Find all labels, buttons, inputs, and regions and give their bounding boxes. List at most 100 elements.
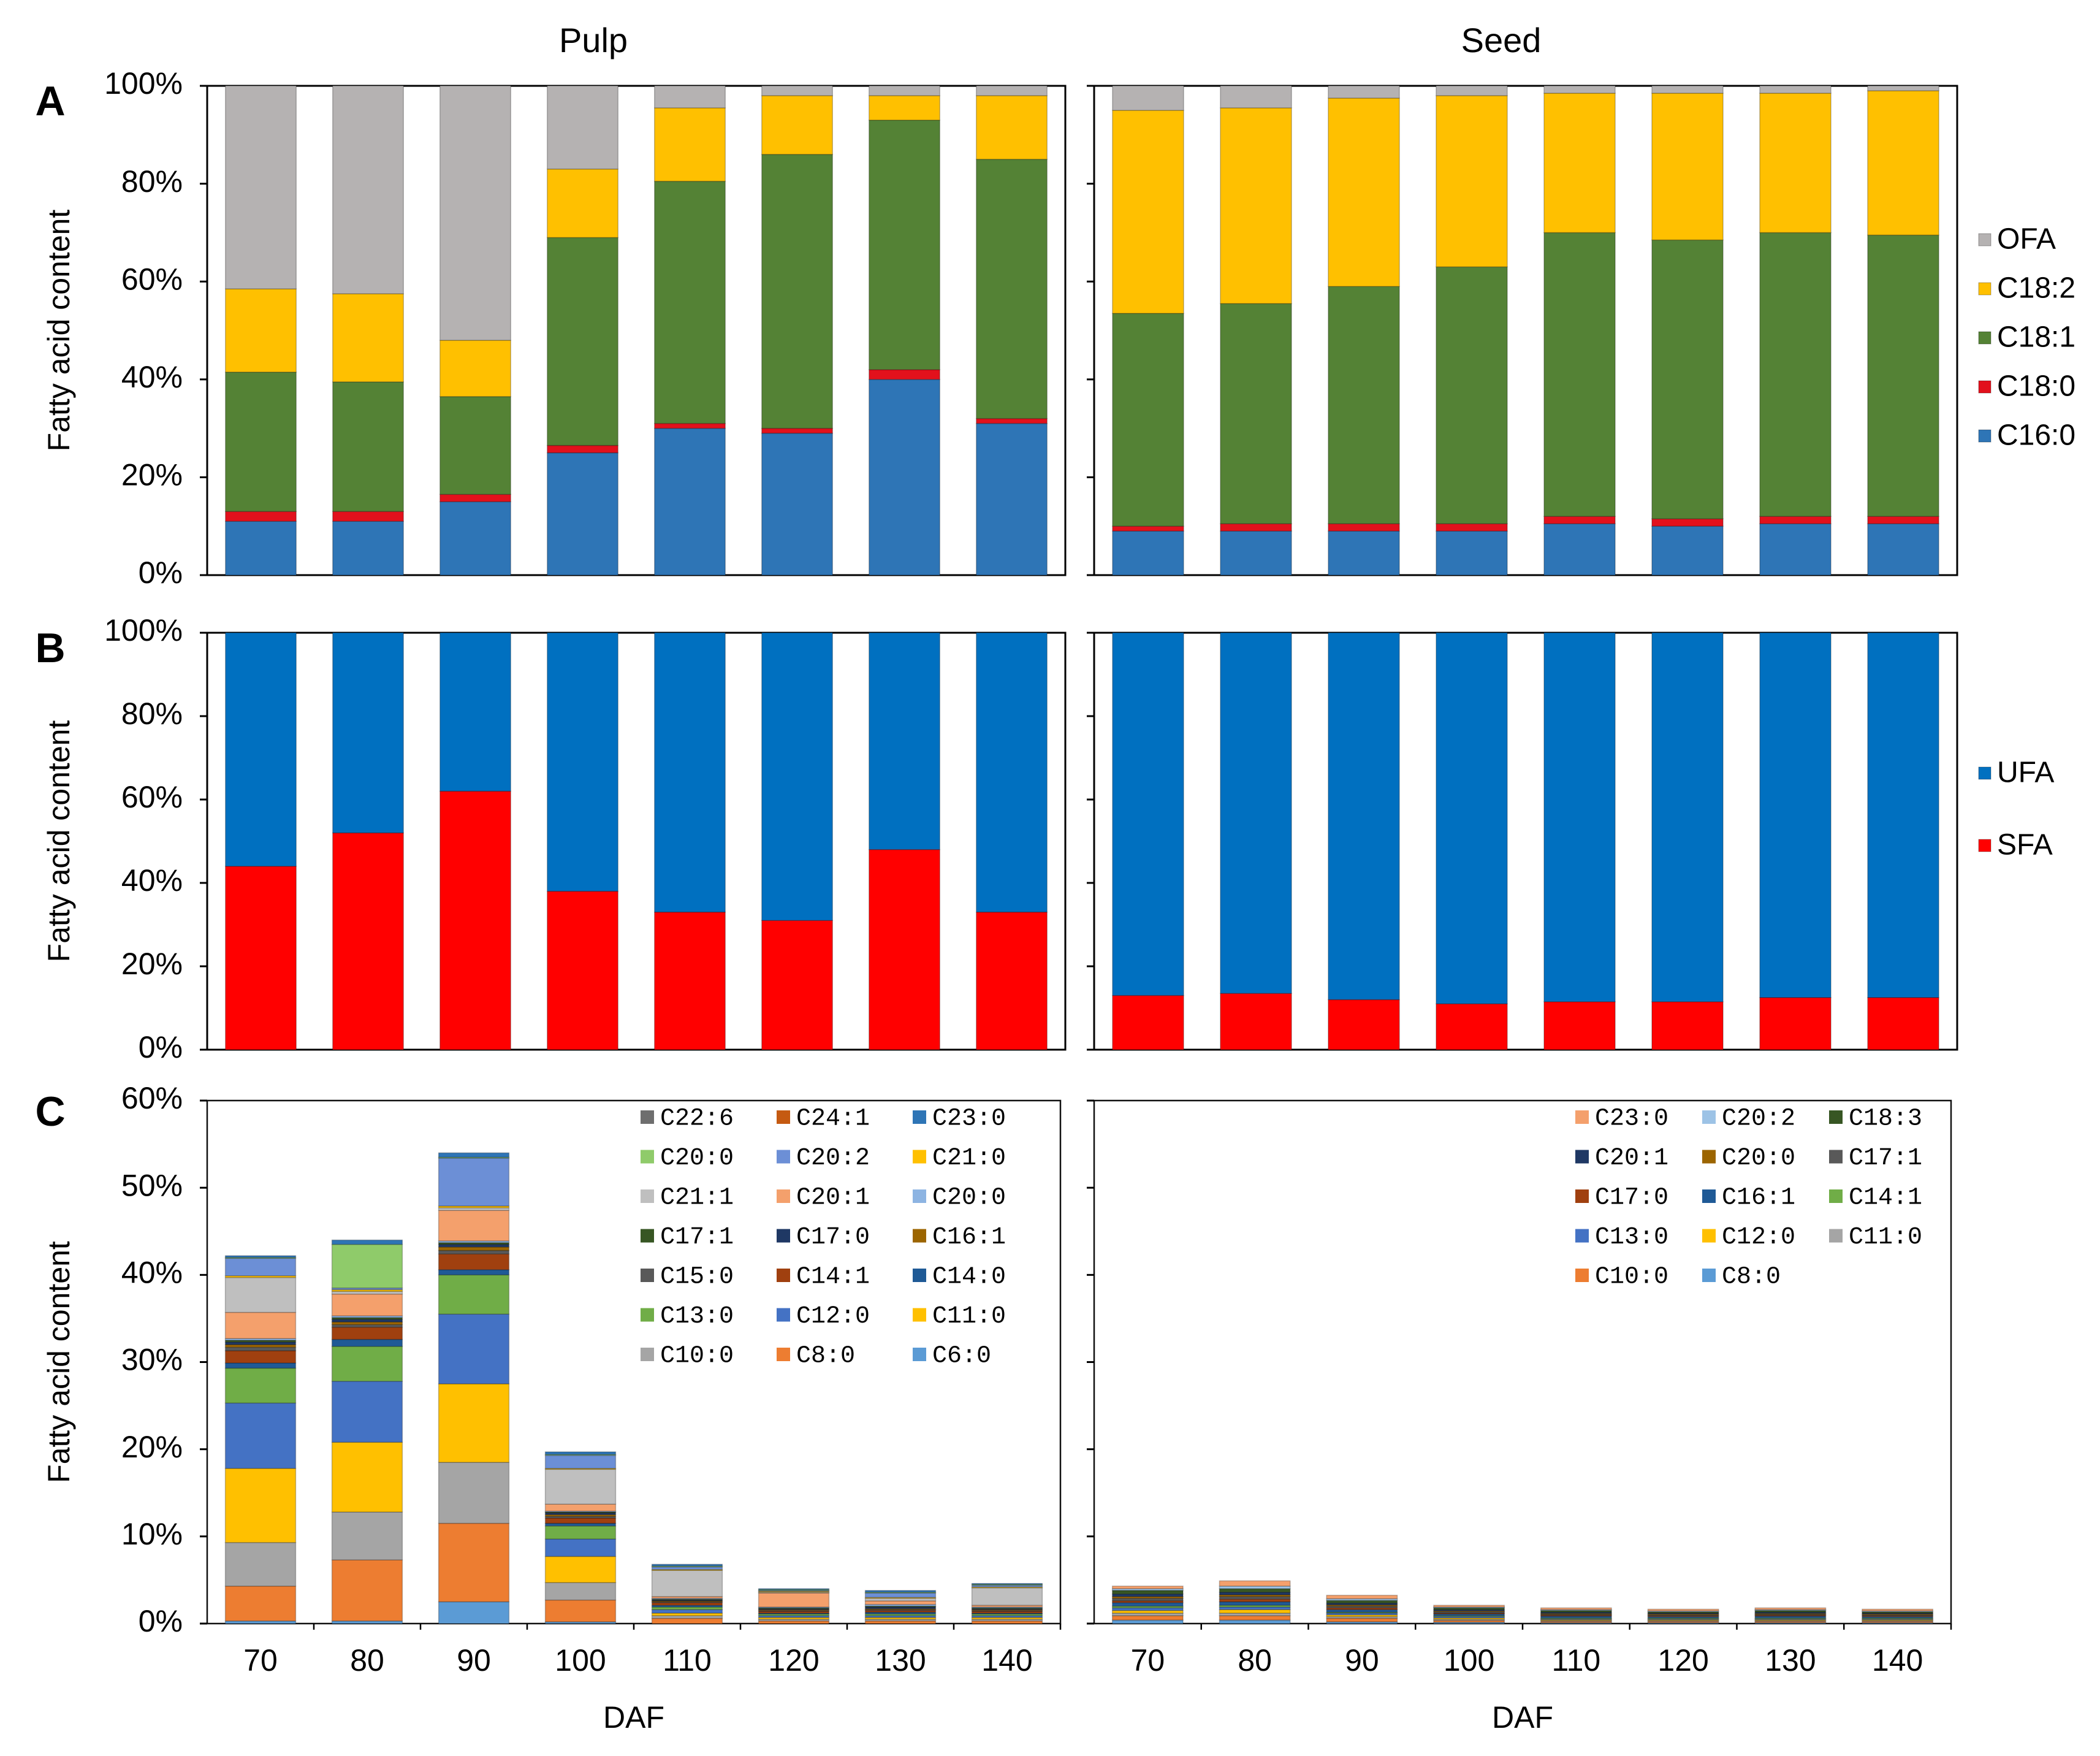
bar-segment-UFA bbox=[1543, 632, 1616, 1002]
legend-swatch-C8-0 bbox=[777, 1348, 790, 1361]
bar-segment-C18-2 bbox=[439, 340, 511, 397]
bar-segment-UFA bbox=[1867, 632, 1939, 998]
bar-segment-C18-3 bbox=[1647, 1611, 1719, 1614]
legend-swatch-C20-2 bbox=[1702, 1110, 1716, 1124]
legend-label-C20-1: C20:1 bbox=[796, 1185, 870, 1212]
legend-swatch-C8-0 bbox=[1702, 1269, 1716, 1282]
legend-swatch-C20-0 bbox=[641, 1150, 654, 1164]
bar-segment-C18-1 bbox=[1651, 239, 1724, 519]
legend-label-C18-0: C18:0 bbox=[1997, 370, 2075, 403]
legend-swatch-OFA bbox=[1978, 233, 1992, 246]
bar-group-pulp bbox=[225, 632, 1048, 1050]
bar-segment-C10-0 bbox=[331, 1511, 403, 1560]
legend-label-C20-0: C20:0 bbox=[932, 1185, 1006, 1212]
legend-swatch-C20-2 bbox=[777, 1150, 790, 1164]
bar-segment-C18-0 bbox=[1543, 516, 1616, 524]
bar-segment-C16-1 bbox=[1111, 1602, 1184, 1607]
bar-segment-C8-0 bbox=[758, 1620, 830, 1624]
panel-label-a: A bbox=[35, 78, 65, 124]
bar-segment-C18-0 bbox=[1867, 516, 1939, 524]
bar-segment-C17-0 bbox=[224, 1342, 297, 1345]
legend-label-C23-0: C23:0 bbox=[1595, 1105, 1668, 1133]
bar-segment-C23-0 bbox=[1326, 1595, 1398, 1600]
legend-label-C17-1: C17:1 bbox=[660, 1224, 734, 1251]
bar-group-seed bbox=[1111, 1580, 1934, 1624]
bar-segment-C23-0 bbox=[438, 1152, 510, 1158]
bar-segment-C18-0 bbox=[1220, 523, 1292, 532]
bar-segment-C20-1 bbox=[224, 1311, 297, 1339]
bar-segment-SFA bbox=[976, 911, 1048, 1050]
bar-segment-C18-1 bbox=[1328, 286, 1400, 524]
bar-segment-C12-0 bbox=[1326, 1614, 1398, 1617]
bar-segment-C18-2 bbox=[225, 288, 297, 373]
bar-segment-C18-3 bbox=[1326, 1600, 1398, 1604]
bar-segment-C18-1 bbox=[1436, 266, 1508, 524]
legend-swatch-C13-0 bbox=[641, 1308, 654, 1322]
bar-segment-C16-0 bbox=[1220, 530, 1292, 576]
bar-segment-C16-0 bbox=[225, 521, 297, 576]
bar-segment-C12-0 bbox=[971, 1615, 1043, 1618]
bar-segment-C11-0 bbox=[224, 1468, 297, 1543]
x-tick-label: 140 bbox=[981, 1643, 1032, 1678]
bar-segment-C8-0 bbox=[224, 1586, 297, 1622]
bar-segment-OFA bbox=[439, 85, 511, 341]
x-tick-label: 90 bbox=[1345, 1643, 1379, 1678]
bar-segment-C18-2 bbox=[1651, 93, 1724, 241]
legend-swatch-C14-1 bbox=[1829, 1189, 1843, 1203]
bar-segment-SFA bbox=[332, 832, 404, 1050]
bar-segment-C10-0 bbox=[438, 1462, 510, 1524]
legend-swatch-C24-1 bbox=[777, 1110, 790, 1124]
bar-segment-C17-0 bbox=[1219, 1598, 1291, 1603]
bar-segment-C20-2 bbox=[224, 1258, 297, 1277]
bar-segment-C18-2 bbox=[761, 95, 833, 155]
bar-segment-C18-1 bbox=[1867, 234, 1939, 517]
y-tick-label: 40% bbox=[121, 360, 183, 394]
bar-segment-C14-1 bbox=[1540, 1617, 1612, 1619]
legend-label-C10-0: C10:0 bbox=[660, 1343, 734, 1370]
x-tick-label: 120 bbox=[768, 1643, 819, 1678]
bar-segment-C8-0 bbox=[544, 1599, 617, 1622]
bar-segment-C18-3 bbox=[1111, 1590, 1184, 1595]
legend-swatch-C11-0 bbox=[1829, 1229, 1843, 1243]
legend-swatch-C10-0 bbox=[641, 1348, 654, 1361]
bar-segment-SFA bbox=[1112, 994, 1184, 1050]
legend-label-C16-0: C16:0 bbox=[1997, 419, 2075, 452]
legend-label-C11-0: C11:0 bbox=[932, 1303, 1006, 1330]
bar-segment-C18-0 bbox=[225, 511, 297, 522]
bar-segment-UFA bbox=[547, 632, 618, 892]
bar-segment-C23-0 bbox=[1433, 1605, 1505, 1608]
bar-segment-C12-0 bbox=[224, 1402, 297, 1469]
bar-segment-C16-0 bbox=[654, 427, 726, 576]
bar-segment-SFA bbox=[1328, 999, 1400, 1050]
legend-swatch-UFA bbox=[1978, 766, 1992, 780]
bar-segment-C16-0 bbox=[761, 432, 833, 576]
legend-label-C8-0: C8:0 bbox=[1722, 1264, 1781, 1291]
legend-swatch-C23-0 bbox=[1575, 1110, 1589, 1124]
bar-segment-C18-0 bbox=[332, 511, 404, 522]
bar-segment-C17-1 bbox=[1433, 1611, 1505, 1614]
legend-swatch-C11-0 bbox=[913, 1308, 926, 1322]
bar-group-seed bbox=[1112, 632, 1939, 1050]
bar-segment-C21-1 bbox=[544, 1468, 617, 1505]
bar-segment-C16-0 bbox=[869, 379, 940, 576]
bar-segment-C20-1 bbox=[1433, 1609, 1505, 1612]
bar-segment-SFA bbox=[1220, 993, 1292, 1050]
bar-segment-C20-1 bbox=[758, 1592, 830, 1608]
bar-segment-C18-1 bbox=[225, 372, 297, 513]
bar-segment-C13-0 bbox=[331, 1346, 403, 1382]
bar-segment-C8-0 bbox=[651, 1617, 723, 1624]
bar-segment-C6-0 bbox=[438, 1601, 510, 1624]
bar-segment-C18-2 bbox=[1759, 93, 1832, 234]
legend-swatch-C17-0 bbox=[1575, 1189, 1589, 1203]
bar-segment-C18-0 bbox=[654, 422, 726, 429]
bar-segment-C20-0 bbox=[331, 1243, 403, 1289]
x-tick-label: 140 bbox=[1872, 1643, 1923, 1678]
bar-segment-UFA bbox=[761, 632, 833, 921]
legend-label-C24-1: C24:1 bbox=[796, 1105, 870, 1133]
x-tick-label: 130 bbox=[875, 1643, 926, 1678]
bar-segment-C20-1 bbox=[438, 1210, 510, 1242]
bar-segment-UFA bbox=[1328, 632, 1400, 1001]
bar-segment-C20-0 bbox=[651, 1598, 723, 1600]
legend-swatch-C18-1 bbox=[1978, 331, 1992, 345]
legend-label-C11-0: C11:0 bbox=[1849, 1224, 1922, 1251]
